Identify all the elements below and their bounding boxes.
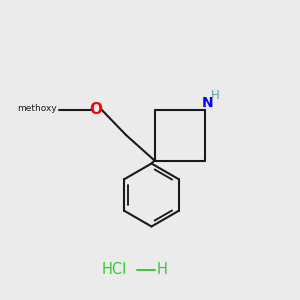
Text: H: H (157, 262, 167, 278)
Text: N: N (202, 96, 214, 110)
Text: H: H (211, 89, 220, 103)
Text: O: O (89, 102, 103, 117)
Text: methoxy: methoxy (17, 104, 57, 113)
Text: HCl: HCl (101, 262, 127, 278)
